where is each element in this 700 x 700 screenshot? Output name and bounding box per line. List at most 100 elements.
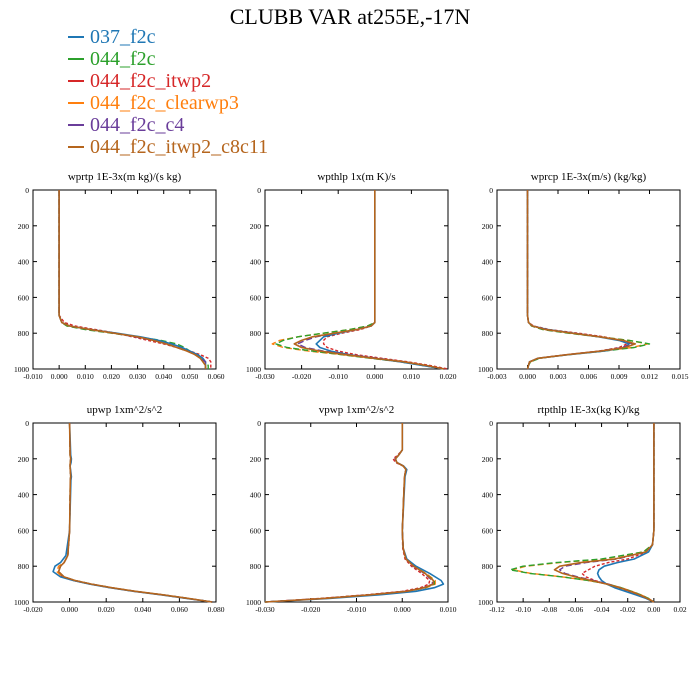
series-line: [526, 190, 637, 370]
panel-title: vpwp 1xm^2/s^2: [319, 404, 394, 416]
y-tick-label: 0: [25, 419, 29, 428]
series-line: [315, 190, 445, 370]
y-tick-label: 400: [482, 258, 494, 267]
panel-title: wpthlp 1x(m K)/s: [317, 171, 395, 183]
plot-frame: [264, 422, 449, 603]
series-line: [52, 422, 213, 603]
x-tick-label: 0.006: [580, 372, 597, 381]
y-tick-label: 0: [257, 419, 261, 428]
series-line: [553, 423, 655, 603]
x-tick-label: 0.012: [641, 372, 658, 381]
series-line: [264, 423, 445, 603]
series-line: [57, 422, 213, 603]
x-tick-label: -0.020: [23, 605, 43, 614]
panel-title: rtpthlp 1E-3x(kg K)/kg: [537, 404, 640, 416]
series-line: [58, 190, 207, 369]
legend-item: 044_f2c_c4: [68, 114, 268, 136]
legend-label: 044_f2c_itwp2: [90, 70, 212, 92]
series-line: [58, 190, 212, 369]
series-line: [509, 423, 655, 603]
y-tick-label: 1000: [246, 365, 261, 374]
x-tick-label: -0.010: [347, 605, 367, 614]
x-tick-label: 0.030: [129, 372, 146, 381]
x-tick-label: -0.04: [594, 605, 610, 614]
series-line: [559, 423, 655, 603]
x-tick-label: 0.060: [171, 605, 188, 614]
series-line: [526, 190, 631, 370]
panel-title: wprcp 1E-3x(m/s) (kg/kg): [531, 171, 647, 183]
y-tick-label: 200: [250, 455, 262, 464]
x-tick-label: 0.02: [673, 605, 686, 614]
legend-item: 037_f2c: [68, 26, 268, 48]
panel-title: upwp 1xm^2/s^2: [87, 404, 162, 416]
x-tick-label: -0.10: [515, 605, 531, 614]
series-line: [57, 422, 213, 603]
series-line: [526, 190, 633, 370]
legend-label: 037_f2c: [90, 26, 156, 48]
legend-swatch: [68, 36, 84, 38]
chart-panel: vpwp 1xm^2/s^2 -0.030 -0.020 -0.010 0.000 0.0…: [246, 404, 457, 614]
y-tick-label: 1000: [478, 365, 493, 374]
figure-title: CLUBB VAR at255E,-17N: [229, 4, 471, 29]
y-tick-label: 1000: [14, 365, 29, 374]
y-tick-label: 800: [250, 329, 262, 338]
legend-swatch: [68, 146, 84, 148]
plot-frame: [32, 189, 217, 370]
x-tick-label: 0.009: [611, 372, 628, 381]
plot-frame: [496, 189, 681, 370]
x-tick-label: 0.040: [134, 605, 151, 614]
y-tick-label: 600: [18, 293, 30, 302]
legend-item: 044_f2c: [68, 48, 268, 70]
y-tick-label: 200: [18, 455, 30, 464]
x-tick-label: 0.010: [440, 605, 457, 614]
series-line: [264, 423, 434, 603]
series-line: [58, 190, 207, 369]
series-line: [56, 422, 213, 603]
y-tick-label: 1000: [246, 598, 261, 607]
y-tick-label: 0: [25, 186, 29, 195]
x-tick-label: 0.020: [440, 372, 457, 381]
y-tick-label: 400: [482, 491, 494, 500]
y-tick-label: 600: [250, 526, 262, 535]
x-tick-label: 0.000: [51, 372, 68, 381]
series-line: [293, 190, 445, 370]
legend-label: 044_f2c: [90, 48, 156, 70]
chart-panel: wprtp 1E-3x(m kg)/(s kg) -0.010 0.000 0.010…: [14, 171, 225, 381]
y-tick-label: 400: [18, 258, 30, 267]
legend-label: 044_f2c_itwp2_c8c11: [90, 136, 269, 158]
legend-item: 044_f2c_itwp2: [68, 70, 268, 92]
legend-label: 044_f2c_clearwp3: [90, 92, 239, 114]
chart-panel: wpthlp 1x(m K)/s -0.030 -0.020 -0.010 0.000 0…: [246, 171, 457, 381]
plot-frame: [264, 189, 449, 370]
y-tick-label: 400: [250, 258, 262, 267]
y-tick-label: 800: [482, 329, 494, 338]
y-tick-label: 400: [18, 491, 30, 500]
x-tick-label: -0.12: [489, 605, 505, 614]
x-tick-label: -0.030: [255, 372, 275, 381]
x-tick-label: 0.020: [98, 605, 115, 614]
x-tick-label: 0.000: [519, 372, 536, 381]
x-tick-label: -0.003: [487, 372, 507, 381]
y-tick-label: 200: [482, 222, 494, 231]
x-tick-label: 0.010: [77, 372, 94, 381]
legend-label: 044_f2c_c4: [90, 114, 185, 136]
x-tick-label: 0.000: [61, 605, 78, 614]
y-tick-label: 800: [482, 562, 494, 571]
legend-item: 044_f2c_itwp2_c8c11: [68, 136, 268, 158]
x-tick-label: 0.060: [208, 372, 225, 381]
series-line: [57, 422, 213, 603]
y-tick-label: 600: [482, 526, 494, 535]
x-tick-label: 0.000: [366, 372, 383, 381]
panel-title: wprtp 1E-3x(m kg)/(s kg): [68, 171, 182, 183]
x-tick-label: 0.050: [181, 372, 198, 381]
series-line: [264, 423, 435, 603]
x-tick-label: -0.06: [568, 605, 584, 614]
series-line: [58, 190, 209, 369]
x-tick-label: -0.08: [541, 605, 557, 614]
y-tick-label: 0: [489, 186, 493, 195]
x-tick-label: 0.015: [672, 372, 689, 381]
y-tick-label: 800: [18, 562, 30, 571]
series-line: [264, 423, 435, 603]
legend: 037_f2c 044_f2c 044_f2c_itwp2 044_f2c_cl…: [68, 26, 268, 158]
